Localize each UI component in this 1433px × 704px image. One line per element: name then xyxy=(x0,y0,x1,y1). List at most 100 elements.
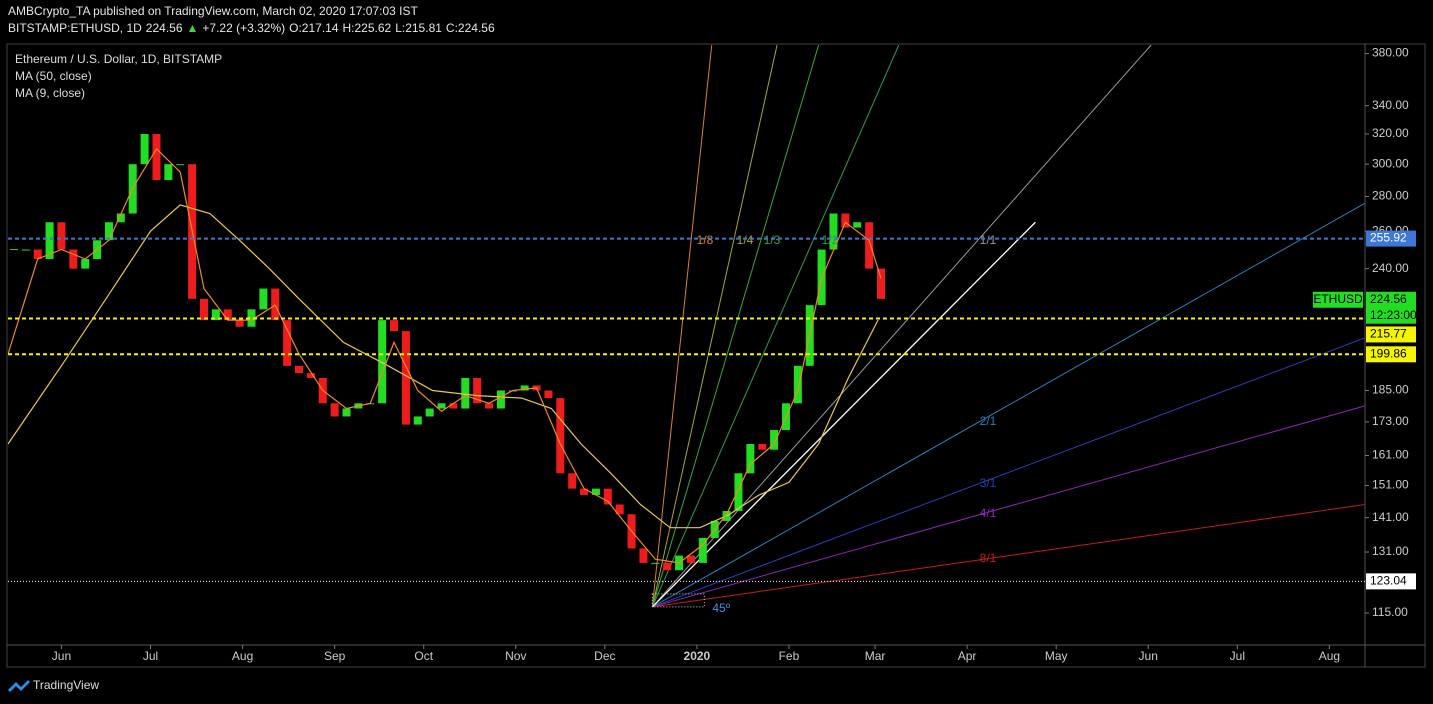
y-tick-label: 185.00 xyxy=(1372,383,1409,397)
candle xyxy=(865,222,874,269)
price-label: 224.56 xyxy=(1370,292,1407,306)
legend-entry: MA (50, close) xyxy=(15,69,92,83)
fan-ray xyxy=(652,504,1365,608)
candle xyxy=(116,213,125,223)
level-label: 123.04 xyxy=(1370,574,1407,588)
x-tick-label: Oct xyxy=(414,649,433,663)
fan-ray xyxy=(652,202,1365,608)
candle xyxy=(413,416,422,425)
candle xyxy=(876,268,885,299)
fan-label: 1/1 xyxy=(980,233,997,247)
countdown: 12:23:00 xyxy=(1370,308,1417,322)
x-tick-label: Feb xyxy=(779,649,800,663)
candle xyxy=(615,504,624,515)
candle xyxy=(461,377,470,409)
candle xyxy=(259,288,268,310)
y-tick-label: 161.00 xyxy=(1372,448,1409,462)
x-tick-label: Sep xyxy=(324,649,346,663)
candle xyxy=(544,390,553,399)
trendline xyxy=(651,221,1036,608)
candle xyxy=(104,222,113,241)
x-tick-label: May xyxy=(1045,649,1068,663)
fan-ray xyxy=(651,45,900,608)
candle xyxy=(401,331,410,425)
candle xyxy=(140,133,149,165)
fan-label: 4/1 xyxy=(980,506,997,520)
candle xyxy=(57,222,66,250)
footer-brand: TradingView xyxy=(33,678,99,692)
candle xyxy=(520,385,529,391)
change: +7.22 (+3.32%) xyxy=(202,21,286,35)
candle xyxy=(21,249,30,251)
fan-label: 1/8 xyxy=(697,233,714,247)
candle xyxy=(164,164,173,181)
candle xyxy=(485,403,494,409)
level-label-bg xyxy=(1366,573,1416,590)
candle xyxy=(378,320,387,404)
fan-label: 1/3 xyxy=(764,233,781,247)
low: L:215.81 xyxy=(395,21,442,35)
level-label: 255.92 xyxy=(1370,231,1407,245)
quote-line: BITSTAMP:ETHUSD, 1D 224.56 ▲ +7.22 (+3.32%)… xyxy=(8,21,499,35)
candle xyxy=(152,133,161,181)
candle xyxy=(45,222,54,259)
candle xyxy=(591,488,600,495)
candle xyxy=(33,249,42,259)
level-label: 199.86 xyxy=(1370,346,1407,360)
fan-ray xyxy=(652,405,1365,608)
publish-line: AMBCrypto_TA published on TradingView.co… xyxy=(8,4,422,18)
candle xyxy=(390,320,399,332)
x-tick-label: Apr xyxy=(958,649,977,663)
candle xyxy=(235,320,244,327)
y-tick-label: 380.00 xyxy=(1372,46,1409,60)
price-label-bg xyxy=(1366,291,1416,324)
candle xyxy=(211,309,220,321)
x-tick-label: Jun xyxy=(1139,649,1158,663)
candle xyxy=(342,408,351,417)
candle xyxy=(473,377,482,404)
candle xyxy=(793,365,802,404)
candle xyxy=(686,555,695,563)
candle xyxy=(841,213,850,228)
candle xyxy=(603,488,612,505)
frame xyxy=(6,43,1426,668)
arrow: ▲ xyxy=(186,21,199,35)
symbol: BITSTAMP:ETHUSD, 1D xyxy=(8,21,142,35)
symbol-tag-bg xyxy=(1313,291,1363,308)
x-tick-label: Aug xyxy=(1319,649,1340,663)
ma-line xyxy=(8,147,882,564)
x-tick-label: Aug xyxy=(232,649,253,663)
fan-ray xyxy=(651,45,778,608)
candle xyxy=(81,258,90,269)
candle xyxy=(829,213,838,250)
angle-label: 45º xyxy=(712,601,730,615)
fan-label: 1/4 xyxy=(737,233,754,247)
close: C:224.56 xyxy=(445,21,495,35)
candle xyxy=(568,473,577,489)
level-label-bg xyxy=(1366,326,1416,343)
y-tick-label: 115.00 xyxy=(1372,605,1408,619)
y-tick-label: 280.00 xyxy=(1372,189,1409,203)
x-tick-label: Dec xyxy=(594,649,615,663)
y-tick-label: 240.00 xyxy=(1372,261,1409,275)
candle xyxy=(580,488,589,495)
candle xyxy=(853,222,862,228)
candle xyxy=(199,298,208,321)
candle xyxy=(698,537,707,563)
x-tick-label: Mar xyxy=(865,649,886,663)
candle xyxy=(271,288,280,321)
chart-title: Ethereum / U.S. Dollar, 1D, BITSTAMP xyxy=(15,52,222,66)
ma-line xyxy=(8,204,879,529)
candle xyxy=(330,403,339,417)
level-label-bg xyxy=(1366,230,1416,247)
open: O:217.14 xyxy=(289,21,339,35)
candle xyxy=(176,164,185,166)
x-tick-label: 2020 xyxy=(684,649,711,663)
candle xyxy=(496,390,505,409)
high: H:225.62 xyxy=(342,21,392,35)
x-tick-label: Nov xyxy=(505,649,526,663)
x-tick-label: Jul xyxy=(143,649,158,663)
y-tick-label: 151.00 xyxy=(1372,478,1409,492)
fan-label: 3/1 xyxy=(980,476,997,490)
